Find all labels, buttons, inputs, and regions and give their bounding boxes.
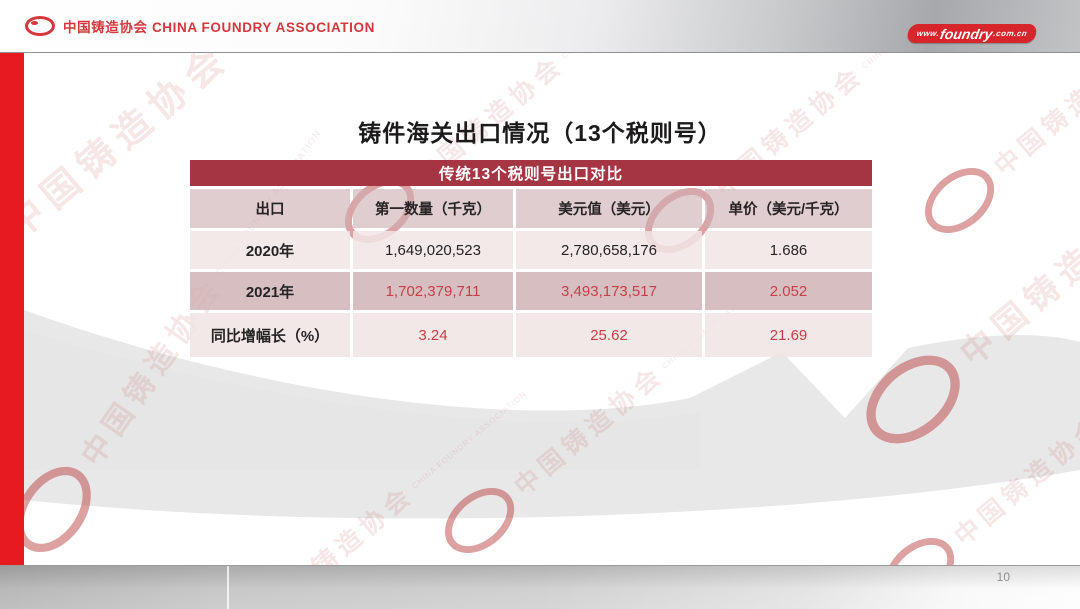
page-number: 10	[996, 570, 1010, 584]
website-prefix: www.	[916, 28, 941, 38]
table-row-2021-usd: 3,493,173,517	[516, 272, 702, 310]
table-row-2020-label: 2020年	[190, 231, 350, 269]
export-table: 传统13个税则号出口对比 出口 第一数量（千克） 美元值（美元） 单价（美元/千…	[190, 160, 872, 357]
table-row-2020-usd: 2,780,658,176	[516, 231, 702, 269]
website-name: foundry	[938, 25, 994, 42]
brand-title: 中国铸造协会 CHINA FOUNDRY ASSOCIATION	[63, 20, 375, 35]
page-title: 铸件海关出口情况（13个税则号）	[358, 120, 722, 146]
table-title-bar: 传统13个税则号出口对比	[190, 160, 872, 186]
table-row-2020-quantity: 1,649,020,523	[353, 231, 513, 269]
column-header-export: 出口	[190, 189, 350, 228]
column-header-quantity: 第一数量（千克）	[353, 189, 513, 228]
column-header-usd-value: 美元值（美元）	[516, 189, 702, 228]
table-row-growth-label: 同比增幅长（%）	[190, 313, 350, 357]
table-row-growth-usd: 25.62	[516, 313, 702, 357]
table-row-growth-price: 21.69	[705, 313, 872, 357]
table-row-2021-label: 2021年	[190, 272, 350, 310]
left-red-bar	[0, 52, 24, 565]
bottom-bar-divider	[227, 566, 229, 609]
table-row-growth-quantity: 3.24	[353, 313, 513, 357]
table-row-2020-price: 1.686	[705, 231, 872, 269]
website-badge[interactable]: www. foundry .com.cn	[906, 24, 1038, 43]
column-header-unit-price: 单价（美元/千克）	[705, 189, 872, 228]
gray-swoosh-shape	[24, 310, 1080, 519]
header-band: 中国铸造协会 CHINA FOUNDRY ASSOCIATION www. fou…	[0, 0, 1080, 53]
cfa-logo-icon	[25, 16, 55, 36]
bottom-bar	[0, 565, 1080, 609]
brand: 中国铸造协会 CHINA FOUNDRY ASSOCIATION	[25, 0, 375, 52]
website-tld: .com.cn	[992, 28, 1029, 38]
table-grid: 出口 第一数量（千克） 美元值（美元） 单价（美元/千克） 2020年 1,64…	[190, 189, 872, 357]
table-row-2021-price: 2.052	[705, 272, 872, 310]
table-row-2021-quantity: 1,702,379,711	[353, 272, 513, 310]
